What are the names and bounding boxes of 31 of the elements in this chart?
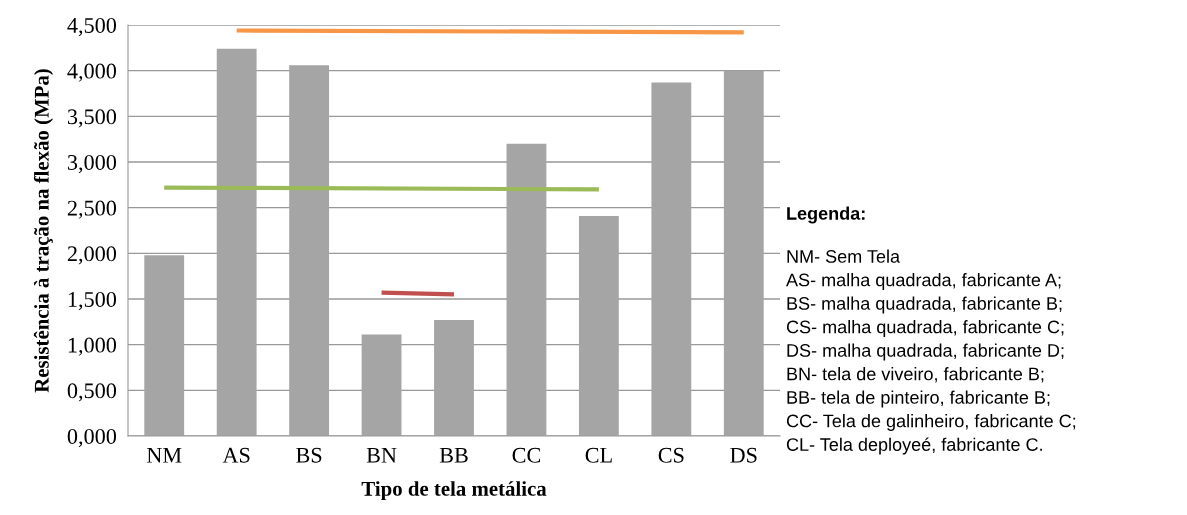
x-tick-label: CC xyxy=(512,447,541,463)
y-tick-label: 3,000 xyxy=(67,154,117,174)
y-tick-label: 1,000 xyxy=(68,337,117,356)
x-axis-title: Tipo de tela metálica xyxy=(361,481,547,501)
x-tick-label: DS xyxy=(730,447,757,463)
y-tick-label: 2,500 xyxy=(67,200,117,219)
y-tick-label: 4,000 xyxy=(67,63,117,82)
y-tick-label: 0,000 xyxy=(67,428,117,448)
text: BS- malha quadrada, fabricante B; xyxy=(787,296,1062,314)
x-tick-label: CL xyxy=(585,447,612,463)
y-tick-label: 0,500 xyxy=(67,383,117,402)
x-tick-label: BB xyxy=(439,447,468,463)
y-tick-label: 1,500 xyxy=(68,291,117,311)
x-tick-label: CS xyxy=(658,447,684,463)
y-axis-title: Resistência à tração na flexão (MPa) xyxy=(33,69,53,393)
text: Legenda: xyxy=(787,206,865,224)
x-tick-label: NM xyxy=(146,447,182,463)
text: NM- Sem Tela xyxy=(787,249,901,263)
y-tick-label: 3,500 xyxy=(67,109,117,128)
text: DS- malha quadrada, fabricante D; xyxy=(787,343,1064,361)
y-tick-label: 4,500 xyxy=(67,17,117,37)
x-tick-label: AS xyxy=(222,447,250,463)
text: AS- malha quadrada, fabricante A; xyxy=(786,273,1061,290)
text: CS- malha quadrada, fabricante C; xyxy=(786,320,1064,337)
y-tick-label: 2,000 xyxy=(67,246,117,265)
text: BB- tela de pinteiro, fabricante B; xyxy=(787,390,1050,408)
text: CL- Tela deployeé, fabricante C. xyxy=(786,437,1042,455)
x-tick-label: BS xyxy=(296,447,322,463)
text: CC- Tela de galinheiro, fabricante C; xyxy=(786,414,1076,431)
text: BN- tela de viveiro, fabricante B; xyxy=(787,367,1044,383)
x-tick-label: BN xyxy=(366,447,397,463)
